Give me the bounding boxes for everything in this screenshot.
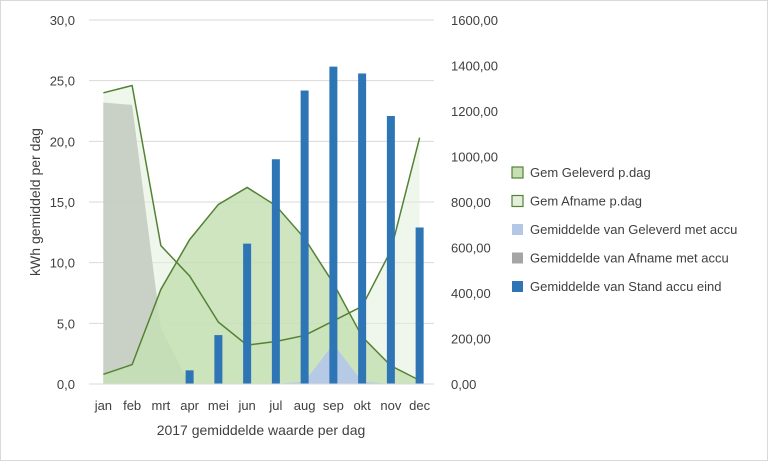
bar-stand-accu	[358, 73, 367, 385]
y-tick-label: 10,0	[50, 256, 75, 271]
x-tick-label: sep	[323, 398, 344, 413]
bar-stand-accu	[329, 66, 338, 384]
legend-label: Gem Afname p.dag	[530, 194, 642, 209]
y-tick-label: 15,0	[50, 195, 75, 210]
y2-tick-label: 400,00	[451, 286, 491, 301]
y2-tick-label: 0,00	[451, 377, 476, 392]
bar-stand-accu	[271, 159, 280, 384]
y-axis-title: kWh gemiddeld per dag	[27, 128, 43, 276]
x-tick-label: dec	[409, 398, 430, 413]
y2-tick-label: 1200,00	[451, 104, 498, 119]
y-tick-label: 0,0	[57, 377, 75, 392]
x-tick-label: feb	[123, 398, 141, 413]
area-geleverd-met-accu	[103, 343, 420, 384]
y2-tick-label: 200,00	[451, 332, 491, 347]
x-tick-label: aug	[294, 398, 316, 413]
legend-swatch	[511, 194, 524, 208]
y2-tick-label: 1600,00	[451, 13, 498, 28]
legend-label: Gemiddelde van Afname met accu	[530, 251, 729, 266]
y-tick-label: 5,0	[57, 316, 75, 331]
area-gem-geleverd	[103, 187, 420, 384]
bar-stand-accu	[300, 90, 309, 385]
x-tick-label: nov	[380, 398, 401, 413]
y-tick-label: 25,0	[50, 74, 75, 89]
y2-tick-label: 600,00	[451, 241, 491, 256]
bar-stand-accu	[243, 243, 252, 384]
bar-stand-accu	[415, 227, 424, 384]
x-tick-label: jun	[237, 398, 255, 413]
legend-swatch	[511, 166, 524, 179]
legend-label: Gem Geleverd p.dag	[530, 165, 651, 180]
legend-swatch	[512, 281, 523, 292]
x-axis-title: 2017 gemiddelde waarde per dag	[157, 422, 366, 438]
legend-label: Gemiddelde van Stand accu eind	[530, 279, 722, 294]
x-tick-label: mei	[208, 398, 229, 413]
legend-swatch	[512, 252, 523, 264]
bar-stand-accu	[185, 370, 194, 384]
line-gem-geleverd	[103, 186, 420, 382]
x-tick-label: apr	[180, 398, 199, 413]
legend-swatch	[512, 224, 523, 235]
y-tick-label: 20,0	[50, 134, 75, 149]
y-tick-label: 30,0	[50, 13, 75, 28]
y2-tick-label: 1400,00	[451, 59, 498, 74]
y2-tick-label: 1000,00	[451, 150, 498, 165]
x-tick-label: jul	[268, 398, 282, 413]
bar-stand-accu	[214, 335, 223, 384]
bar-stand-accu	[386, 116, 395, 384]
x-tick-label: jan	[94, 398, 112, 413]
x-tick-label: okt	[353, 398, 371, 413]
legend-label: Gemiddelde van Geleverd met accu	[530, 222, 737, 237]
line-gem-afname	[103, 84, 421, 346]
x-tick-label: mrt	[151, 398, 170, 413]
y2-tick-label: 800,00	[451, 195, 491, 210]
